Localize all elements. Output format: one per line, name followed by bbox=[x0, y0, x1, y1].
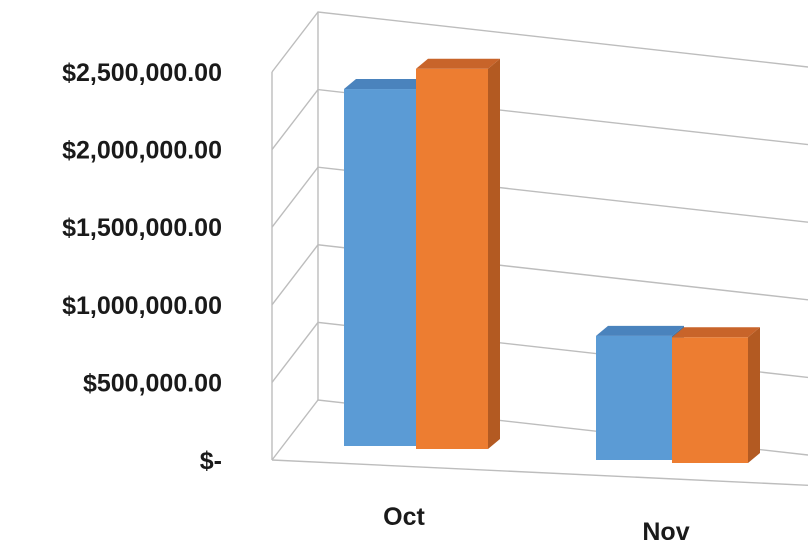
bar-top bbox=[672, 327, 760, 338]
bars bbox=[344, 58, 760, 463]
bar-oct-series-2 bbox=[416, 58, 500, 449]
floor-front-edge bbox=[271, 459, 808, 486]
bar-top bbox=[344, 79, 428, 90]
bar-side bbox=[748, 327, 760, 463]
category-label: Oct bbox=[383, 503, 425, 531]
y-axis-tick-labels: $- $500,000.00 $1,000,000.00 $1,500,000.00 $… bbox=[62, 59, 222, 475]
gridline bbox=[271, 11, 808, 73]
category-label: Nov bbox=[642, 518, 689, 544]
bar-oct-series-1 bbox=[344, 79, 428, 446]
gridlines bbox=[271, 11, 808, 486]
bar-front bbox=[344, 89, 416, 446]
y-tick-label: $2,000,000.00 bbox=[62, 137, 222, 165]
bar-front bbox=[672, 337, 748, 463]
y-tick-label: $1,500,000.00 bbox=[62, 214, 222, 242]
bar-side bbox=[488, 58, 500, 449]
bar-top bbox=[416, 58, 500, 69]
bar-top bbox=[596, 325, 684, 336]
y-tick-label: $1,000,000.00 bbox=[62, 292, 222, 320]
y-tick-label: $2,500,000.00 bbox=[62, 59, 222, 87]
y-tick-label: $500,000.00 bbox=[83, 369, 222, 397]
bar-nov-series-2 bbox=[672, 327, 760, 463]
bar-front bbox=[596, 335, 672, 460]
bar-front bbox=[416, 68, 488, 449]
category-labels: Oct Nov bbox=[383, 503, 690, 544]
bar-nov-series-1 bbox=[596, 325, 684, 460]
y-tick-label: $- bbox=[200, 447, 222, 475]
